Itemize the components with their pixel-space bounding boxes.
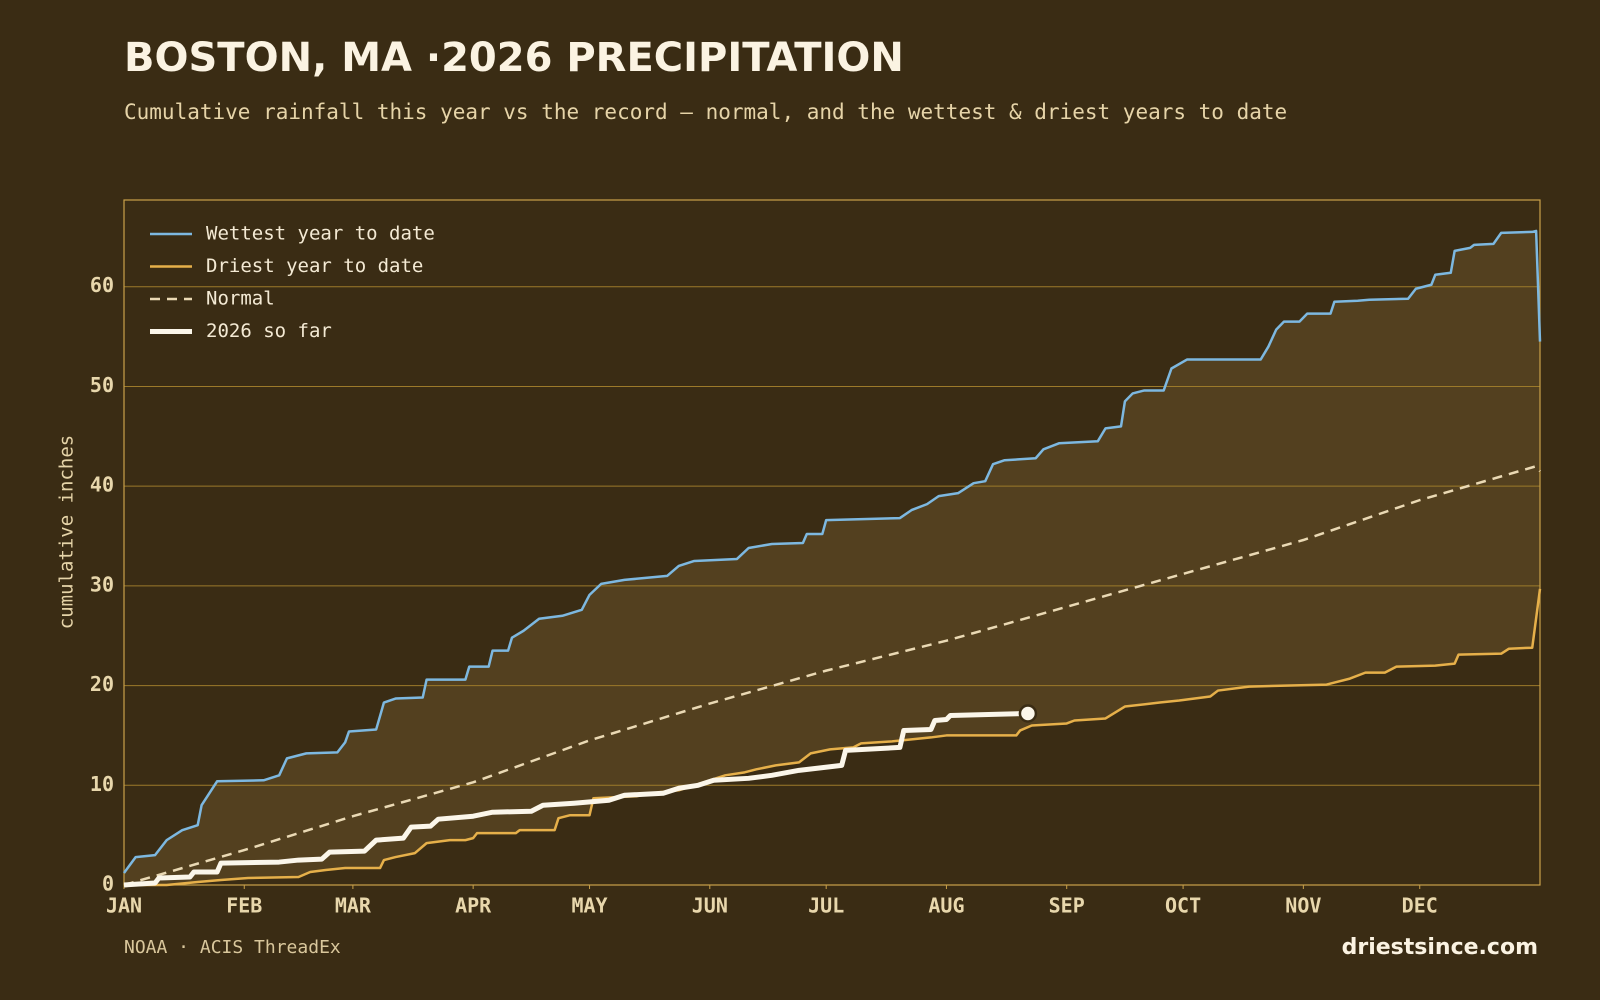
y-tick-label: 30 xyxy=(90,572,114,596)
x-tick-label: MAR xyxy=(335,894,372,918)
series-line xyxy=(124,588,1542,887)
x-tick-label: JUL xyxy=(808,894,844,918)
chart-subtitle: Cumulative rainfall this year vs the rec… xyxy=(124,100,1287,124)
range-band xyxy=(124,230,1540,885)
y-tick-label: 50 xyxy=(90,373,114,397)
chart-title: BOSTON, MA ·2026 PRECIPITATION xyxy=(124,35,904,81)
y-tick-label: 20 xyxy=(90,672,114,696)
x-tick-label: AUG xyxy=(928,894,964,918)
x-tick-label: JUN xyxy=(692,894,728,918)
end-marker xyxy=(1018,704,1038,723)
legend-label: Wettest year to date xyxy=(206,223,435,245)
legend-label: 2026 so far xyxy=(206,320,332,342)
series-line xyxy=(123,711,1028,888)
series-line xyxy=(123,464,1541,887)
x-tick-label: APR xyxy=(455,894,492,918)
x-tick-label: SEP xyxy=(1049,894,1085,918)
y-tick-label: 0 xyxy=(102,872,114,896)
x-tick-label: NOV xyxy=(1285,894,1321,918)
x-tick-label: JAN xyxy=(106,894,142,918)
source: NOAA · ACIS ThreadEx xyxy=(124,937,341,958)
series-line xyxy=(122,229,1542,874)
credit: driestsince.com xyxy=(1342,935,1538,960)
x-tick-label: DEC xyxy=(1402,894,1438,918)
y-axis-label: cumulative inches xyxy=(56,435,78,629)
y-tick-label: 60 xyxy=(90,273,114,297)
legend-label: Driest year to date xyxy=(206,255,423,277)
x-tick-label: FEB xyxy=(226,894,262,918)
plot-frame xyxy=(123,199,1541,886)
legend-label: Normal xyxy=(206,288,275,310)
y-tick-label: 10 xyxy=(90,772,114,796)
x-tick-label: MAY xyxy=(571,894,607,918)
y-tick-label: 40 xyxy=(90,473,114,497)
x-tick-label: OCT xyxy=(1165,894,1201,918)
